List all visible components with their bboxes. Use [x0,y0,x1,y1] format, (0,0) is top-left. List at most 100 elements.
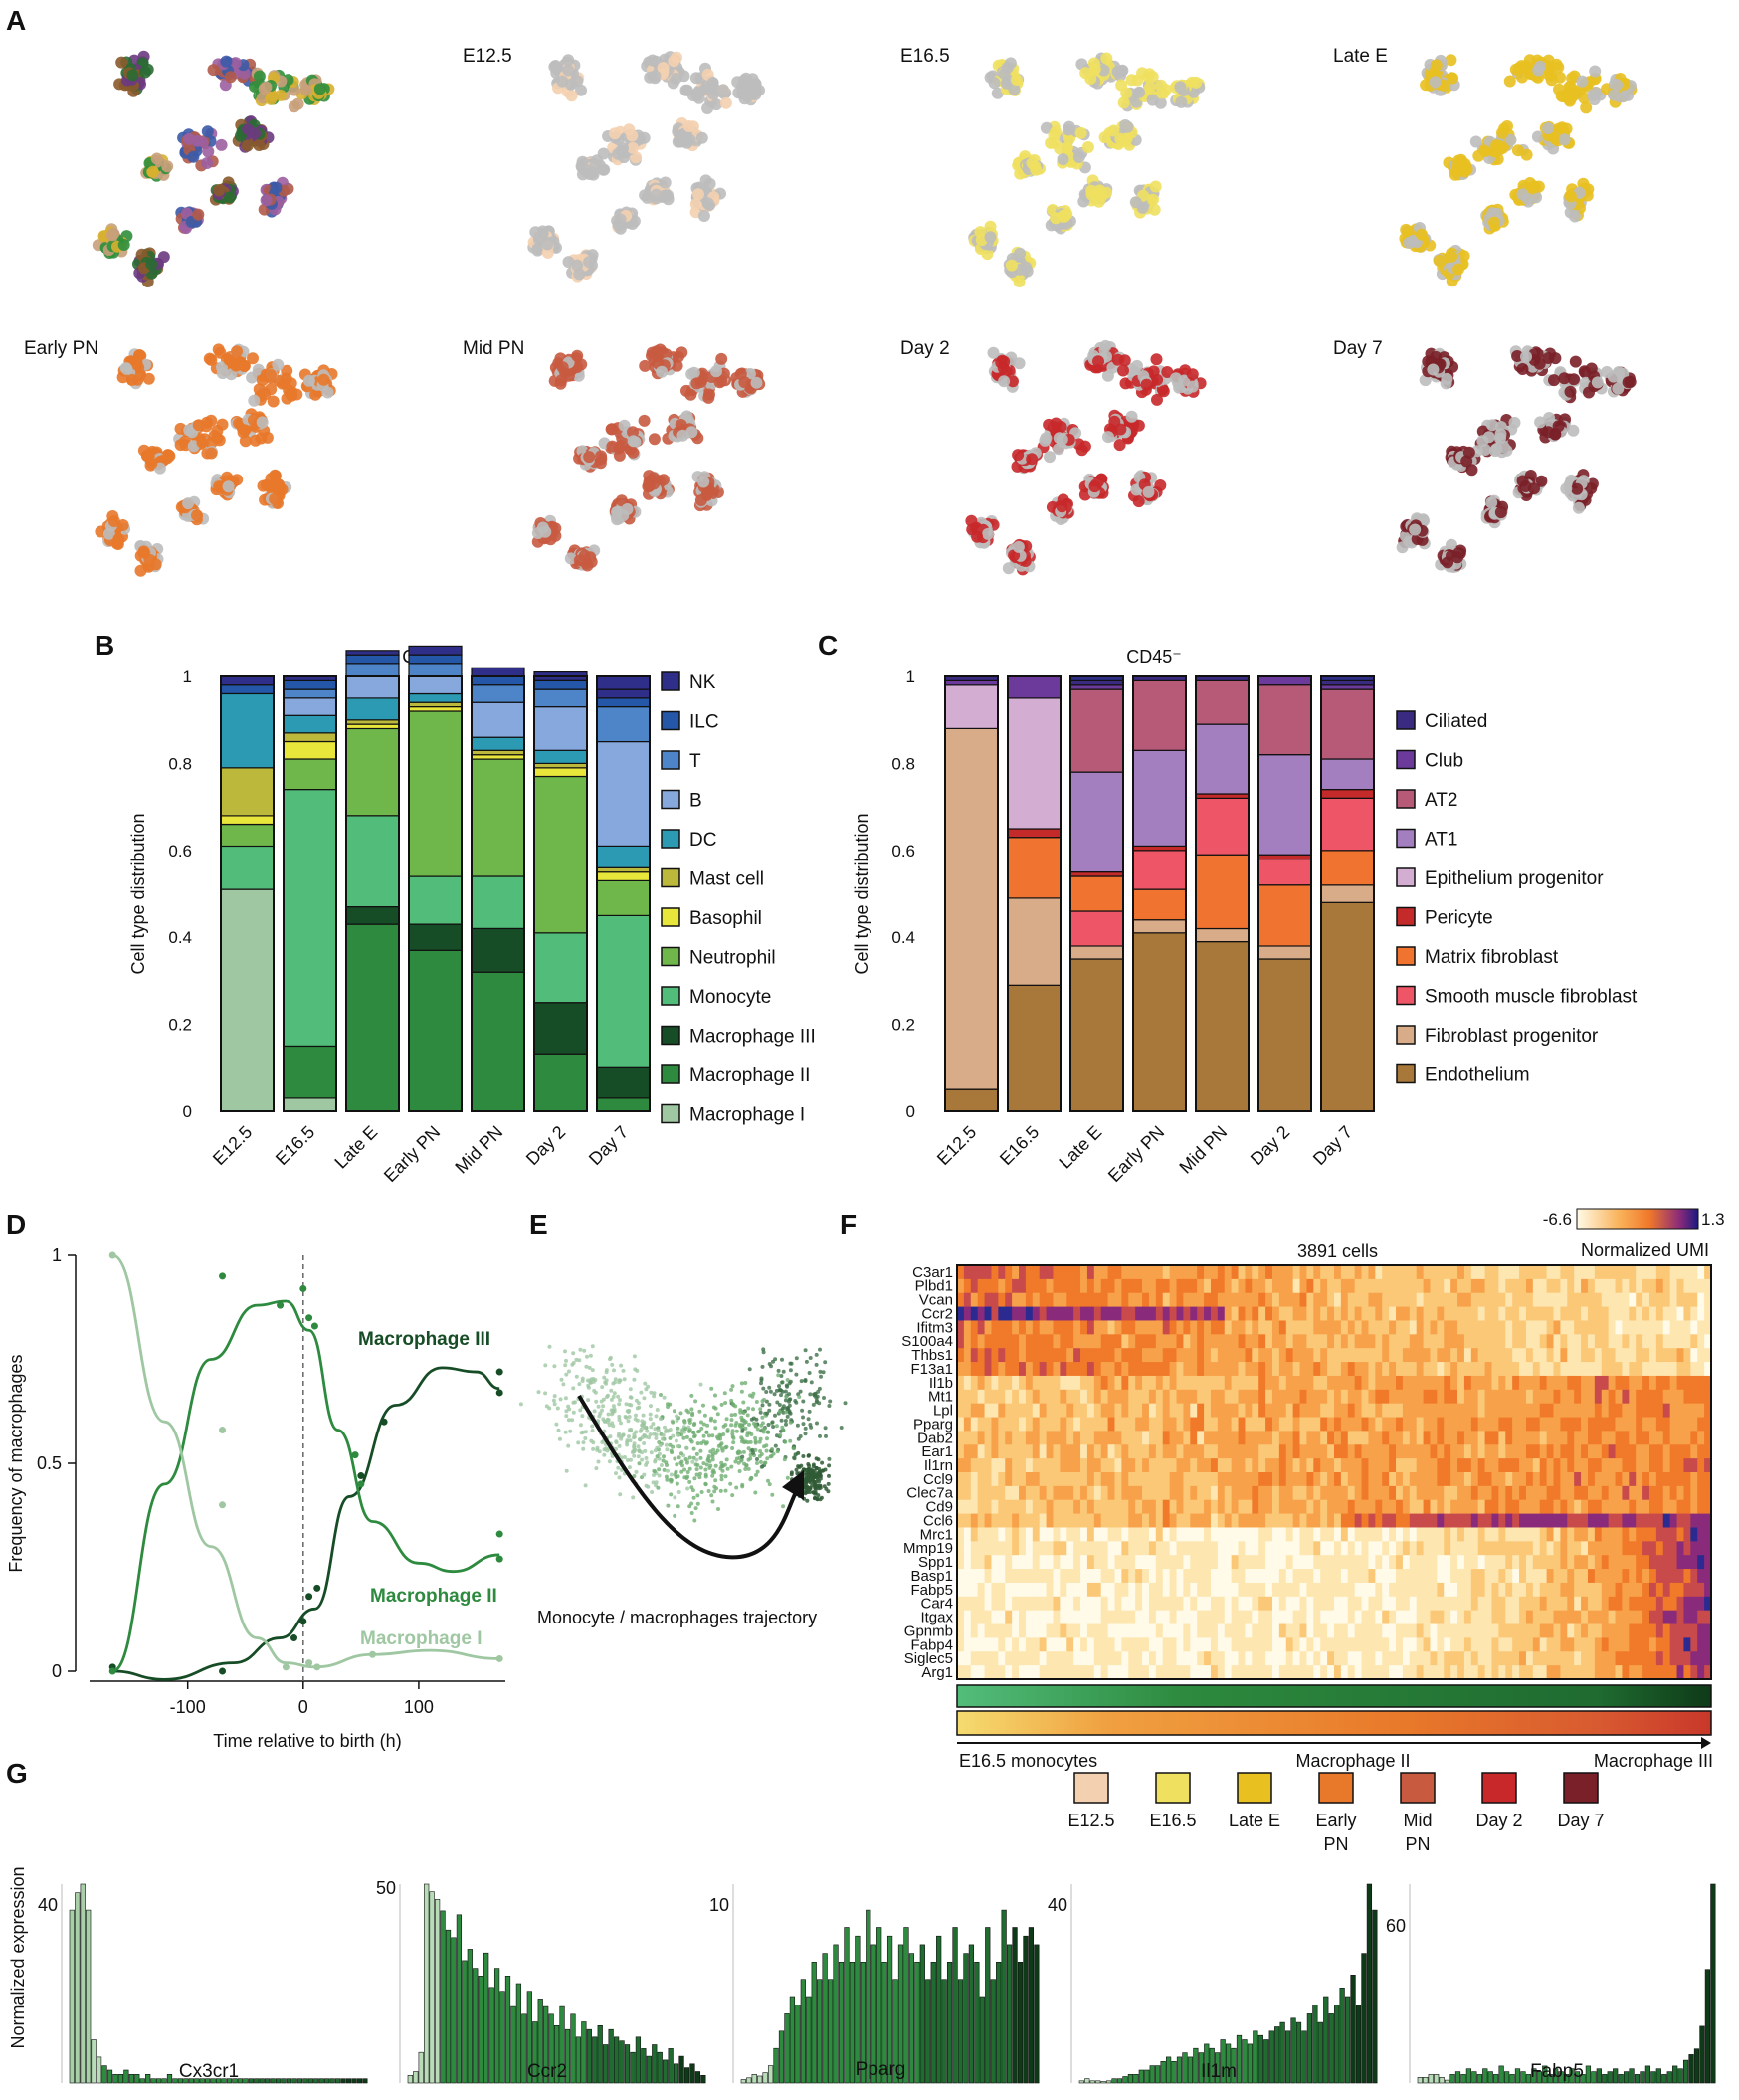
bar-segment [1069,910,1124,947]
heatmap-cell [1457,1278,1465,1294]
cell-point [823,1426,828,1431]
bar-segment [408,663,463,677]
cell-point [662,1454,666,1459]
cell-point [794,1356,799,1361]
bar-segment [1257,854,1312,860]
tsne-cell [697,210,710,222]
tsne-map [965,339,1207,576]
tsne-cell [1044,451,1056,464]
cell-point [578,1347,583,1352]
cell-point [729,1423,734,1428]
data-point [313,1584,321,1592]
legend-swatch [1396,906,1416,927]
cell-point [666,1503,671,1508]
cell-point [730,1434,735,1439]
cell-point [675,1414,679,1419]
cell-point [785,1384,790,1389]
heatmap-cell [1012,1292,1020,1307]
chart-title: CD45⁻ [1126,647,1182,667]
cell-point [739,1435,744,1440]
legend-label: Macrophage II [689,1065,810,1086]
legend-label: Pericyte [1425,908,1493,929]
tsne-cell [697,476,710,488]
bar-segment [1069,870,1124,877]
tsne-cell [1118,133,1131,146]
bar-segment [944,684,999,730]
cell-point [703,1474,708,1479]
cell-point [710,1473,715,1478]
heatmap-cell [977,1278,985,1294]
cell-point [564,1358,568,1363]
heatmap-cell [1190,1265,1198,1280]
cell-point [699,1490,704,1494]
cell-point [616,1394,621,1399]
tsne-cell [531,244,544,257]
bar-segment [1069,945,1124,960]
heatmap-cell [1313,1265,1321,1280]
cell-point [614,1471,618,1476]
tsne-cell [1416,228,1428,241]
tsne-cell [753,84,765,96]
cell-point [737,1469,742,1473]
bar-segment [345,675,400,699]
tsne-cell [971,530,984,543]
heatmap-cell [1155,1278,1164,1294]
cell-point [734,1429,739,1433]
cell-point [767,1402,772,1407]
tsne-cell [1542,68,1555,81]
bar-segment [1007,984,1062,1112]
cell-point [807,1409,812,1414]
tsne-cell [1519,480,1532,492]
cell-point [809,1380,814,1385]
heatmap-cell [1012,1278,1020,1294]
legend-swatch [1396,749,1416,770]
cell-point [824,1486,829,1491]
cell-point [564,1414,569,1419]
cell-point [610,1362,615,1367]
tsne-cell [1129,196,1142,209]
cell-point [767,1385,772,1390]
tsne-cell [269,492,282,505]
cell-point [564,1372,569,1377]
cell-point [658,1417,663,1421]
cell-point [765,1436,769,1441]
cell-point [596,1459,601,1464]
x-tick-label: Late E [1055,1122,1105,1173]
heatmap-cell [1278,1265,1287,1280]
bar-segment [283,732,337,743]
data-point [495,1389,503,1397]
cell-point [690,1413,695,1418]
heatmap-cell [1073,1278,1081,1294]
bar-segment [1195,940,1250,1112]
cell-point [839,1426,844,1430]
tsne-cell [313,83,326,95]
cell-point [563,1349,567,1354]
data-point [108,1251,116,1259]
x-tick-label: E12.5 [209,1122,256,1169]
bar-segment [1195,679,1250,725]
cell-point [707,1465,712,1470]
cell-point [627,1465,632,1470]
bar-segment [596,879,651,917]
bar-segment [1320,901,1375,1112]
heatmap-cell [1231,1278,1239,1294]
bar-segment [596,675,651,690]
tsne-cell [1088,63,1101,76]
tsne-cell [205,414,218,427]
data-point [495,1654,503,1662]
tsne-cell [149,558,162,571]
cell-point [654,1414,659,1419]
tsne-cell [571,349,584,362]
cell-point [733,1412,738,1417]
cell-point [724,1457,729,1462]
tsne-cell [1088,480,1101,493]
heatmap-cell [1655,1278,1664,1294]
heatmap-cell [1402,1278,1411,1294]
cell-point [702,1413,707,1418]
heatmap-cell [1114,1292,1122,1307]
bar-segment [471,927,525,973]
heatmap-cell [1086,1278,1095,1294]
x-tick-label: 0 [298,1697,308,1717]
cell-point [781,1404,786,1409]
bar-segment [220,888,275,1112]
